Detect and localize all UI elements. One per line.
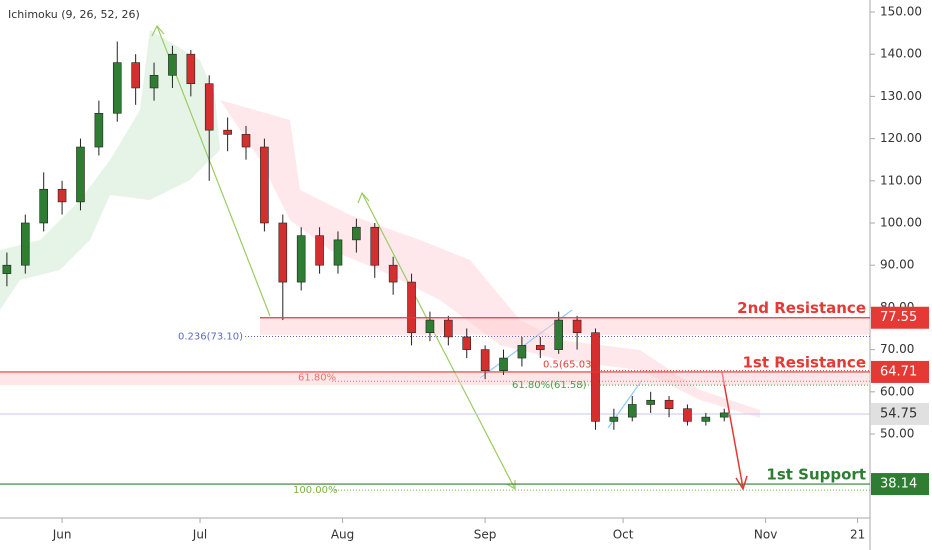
candle-body [204,83,214,131]
candle-body [407,281,416,334]
candle-body [683,408,692,422]
candle-body [480,349,490,372]
ichimoku-cloud [220,100,760,418]
arrow [721,371,744,489]
candle-body [499,357,508,372]
x-tick-label: Nov [754,528,777,542]
candle-body [20,222,30,266]
arrow-head [357,191,516,491]
resistance-zone [0,371,870,385]
level-name: 1st Support [766,466,866,484]
candle-body [241,134,251,148]
candle-body [57,188,67,203]
price-badge [871,402,929,425]
y-tick-label: 90.00 [880,258,914,272]
arrow [361,192,516,490]
y-tick-label: 110.00 [880,173,922,187]
fib-label: 0.5(65.03) [543,360,595,371]
candle-body [609,416,619,422]
candle-body [333,239,343,266]
candle-body [315,235,324,266]
y-tick-label: 130.00 [880,89,922,103]
candle-body [425,319,435,334]
arrow-head [151,24,165,37]
candle-body [112,62,122,114]
level-name: 1st Resistance [742,353,866,371]
candle-body [701,416,711,422]
candle-body [536,345,545,350]
fib-label: 0.236(73.10) [178,332,243,343]
resistance-zone [260,317,870,335]
candle-body [131,62,140,89]
candle-body [462,336,472,350]
candle-body [39,188,48,224]
x-tick-label: Aug [331,528,354,542]
y-tick-label: 60.00 [880,384,914,398]
x-tick-label: Oct [613,528,634,542]
y-tick-label: 150.00 [880,4,922,18]
candle-body [646,399,655,405]
background-layer [0,30,760,418]
candle-body [94,112,104,148]
candle-body [260,146,269,224]
ichimoku-cloud [0,30,220,310]
price-badge-label: 64.71 [880,364,917,379]
candle-body [591,332,600,422]
candle-body [186,53,196,85]
price-badge [871,306,929,329]
candle-body [168,53,177,76]
y-tick-label: 70.00 [880,342,914,356]
candle-body [627,404,637,418]
candle-body [76,146,85,203]
fib-label: 100.00% [293,485,338,496]
x-tick-label: Jun [52,528,72,542]
candle-body [719,412,729,418]
candle-body [352,226,361,241]
indicator-label: Ichimoku (9, 26, 52, 26) [8,8,140,21]
price-badge [871,360,929,383]
x-tick-label: Sep [474,528,497,542]
fib-label: 61.80% [298,372,336,383]
arrow-head [735,475,748,491]
y-tick-label: 140.00 [880,47,922,61]
x-tick-label: Jul [192,528,207,542]
candle-body [664,399,674,409]
price-badge-label: 77.55 [880,310,917,325]
y-tick-label: 120.00 [880,131,922,145]
y-tick-label: 100.00 [880,215,922,229]
price-badge-label: 38.14 [880,477,917,492]
candle-body [223,129,232,135]
price-badge [871,473,929,496]
price-badge-label: 54.75 [880,406,917,421]
candle-body [517,345,527,359]
candle-body [554,319,563,350]
candle-body [370,226,380,266]
level-name: 2nd Resistance [737,299,866,317]
candle-body [388,264,398,283]
x-tick-label: 21 [850,528,865,542]
candle-body [572,319,582,334]
y-tick-label: 50.00 [880,427,914,441]
target-arrow [721,371,748,491]
candle-body [278,222,288,283]
candle-body [296,235,306,283]
fib-label: 61.80%(61.58) [512,380,587,391]
candle-body [444,319,453,338]
candle-body [149,74,159,89]
candle-body [2,264,12,274]
